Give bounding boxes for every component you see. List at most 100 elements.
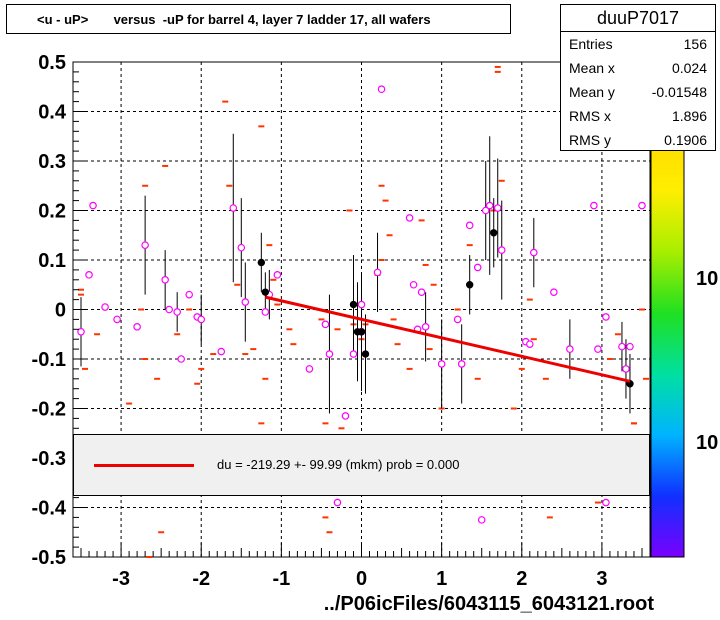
- data-point: [113, 315, 121, 324]
- stats-value: 156: [683, 36, 707, 52]
- x-tick-label: -3: [112, 568, 130, 590]
- fit-legend-box: du = -219.29 +- 99.99 (mkm) prob = 0.000: [73, 434, 650, 496]
- stats-row: Mean y -0.01548: [561, 80, 715, 104]
- fit-legend-line: [94, 464, 194, 467]
- x-tick-label: 0: [356, 568, 367, 590]
- data-point: [333, 498, 342, 507]
- data-point: [590, 201, 598, 210]
- data-point: [602, 313, 610, 321]
- data-point: [165, 305, 173, 314]
- data-point: [409, 280, 418, 289]
- data-point: [341, 412, 350, 420]
- mean-point: [261, 288, 270, 296]
- color-scale-label: 10: [696, 268, 719, 290]
- data-point: [349, 350, 358, 358]
- color-scale-label: 10: [696, 432, 719, 454]
- data-point: [321, 320, 330, 329]
- y-tick-label: 0.5: [38, 52, 66, 74]
- mean-point: [349, 300, 358, 309]
- data-point: [273, 271, 282, 279]
- plot-title: <u - uP> versus -uP for barrel 4, layer …: [6, 4, 511, 34]
- stats-label: Entries: [569, 36, 613, 52]
- file-path-label: ../P06icFiles/6043115_6043121.root: [323, 593, 654, 615]
- data-point: [485, 201, 494, 210]
- data-point: [405, 214, 414, 222]
- data-point: [357, 300, 366, 309]
- y-tick-label: 0.4: [38, 102, 67, 124]
- data-point: [261, 308, 270, 316]
- mean-point: [357, 328, 366, 336]
- stats-label: Mean y: [569, 84, 615, 100]
- data-point: [473, 263, 482, 272]
- stats-label: RMS y: [569, 132, 611, 148]
- data-point: [626, 342, 634, 351]
- data-point: [550, 288, 558, 296]
- data-point: [173, 308, 181, 316]
- data-point: [325, 350, 334, 358]
- data-point: [133, 323, 141, 331]
- stats-label: Mean x: [569, 60, 615, 76]
- data-point: [602, 498, 610, 507]
- data-point: [177, 355, 185, 363]
- data-point: [622, 365, 630, 373]
- data-point: [229, 204, 238, 212]
- data-point: [465, 221, 474, 230]
- stats-row: RMS y 0.1906: [561, 128, 715, 152]
- stats-row: Mean x 0.024: [561, 56, 715, 80]
- data-point: [77, 327, 85, 336]
- data-point: [305, 365, 314, 373]
- y-tick-label: -0.2: [32, 399, 66, 421]
- mean-point: [257, 258, 266, 267]
- data-point: [453, 315, 462, 324]
- stats-value: 0.1906: [664, 132, 707, 148]
- stats-row: RMS x 1.896: [561, 104, 715, 128]
- fit-line: [264, 295, 631, 383]
- data-point: [89, 201, 97, 210]
- y-axis-ticks: -0.5 -0.4 -0.3 -0.2 -0.1 0 0.1 0.2 0.3 0.4 0.5: [32, 52, 87, 569]
- data-point: [618, 342, 626, 351]
- y-tick-label: 0.1: [38, 250, 66, 272]
- data-point: [373, 268, 382, 277]
- stats-value: 1.896: [671, 108, 707, 124]
- data-point: [197, 315, 206, 324]
- x-tick-label: 1: [436, 568, 447, 590]
- data-point: [161, 275, 169, 284]
- data-point: [185, 290, 194, 299]
- data-point: [417, 288, 426, 296]
- y-tick-label: -0.4: [32, 498, 67, 520]
- data-point: [497, 246, 506, 254]
- data-point: [457, 360, 466, 368]
- stats-value: -0.01548: [651, 84, 707, 100]
- x-tick-label: 2: [516, 568, 527, 590]
- mean-point: [361, 350, 370, 358]
- data-point: [141, 241, 149, 249]
- stats-value: 0.024: [671, 60, 707, 76]
- stats-histogram-name: duuP7017: [561, 5, 715, 32]
- x-tick-label: -2: [192, 568, 210, 590]
- y-tick-label: -0.5: [32, 547, 66, 569]
- color-scale-bar: [650, 149, 685, 558]
- x-tick-label: -1: [272, 568, 290, 590]
- stats-box: duuP7017 Entries 156 Mean x 0.024 Mean y…: [560, 4, 716, 151]
- stats-label: RMS x: [569, 108, 611, 124]
- data-point: [525, 340, 534, 348]
- mean-point: [465, 281, 474, 289]
- fit-legend-text: du = -219.29 +- 99.99 (mkm) prob = 0.000: [217, 457, 460, 472]
- data-point: [477, 516, 486, 524]
- data-point: [529, 248, 538, 257]
- data-point: [241, 298, 250, 306]
- data-point: [85, 271, 93, 279]
- y-tick-label: -0.3: [32, 448, 66, 470]
- data-point: [594, 345, 602, 353]
- data-point: [237, 243, 246, 252]
- data-point: [437, 360, 446, 368]
- data-point: [638, 201, 646, 210]
- data-point: [377, 85, 386, 94]
- x-tick-label: 3: [596, 568, 607, 590]
- data-point: [421, 323, 430, 331]
- y-tick-label: 0: [55, 300, 66, 322]
- mean-point: [490, 229, 498, 237]
- y-tick-label: 0.3: [38, 151, 66, 173]
- data-point: [217, 347, 226, 356]
- data-point: [566, 345, 574, 353]
